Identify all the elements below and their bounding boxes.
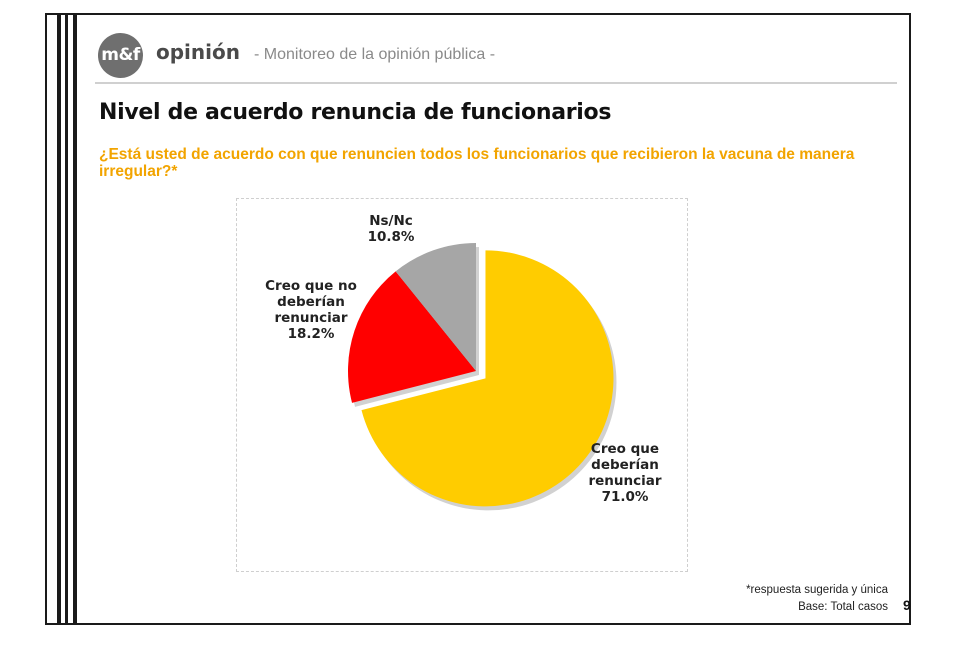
slice-ns-nc	[395, 243, 476, 371]
page-title: Nivel de acuerdo renuncia de funcionario…	[99, 100, 612, 125]
base-note: Base: Total casos	[798, 601, 888, 613]
survey-question: ¿Está usted de acuerdo con que renuncien…	[99, 146, 855, 180]
slice-label-line: deberían	[591, 457, 659, 473]
slice-label-line: 18.2%	[287, 326, 335, 342]
header-tagline: - Monitoreo de la opinión pública -	[254, 46, 496, 63]
left-border-bar	[57, 13, 61, 625]
slice-label-no-deberian-renunciar: Creo que no deberían renunciar 18.2%	[252, 278, 370, 342]
slice-label-line: deberían	[277, 294, 345, 310]
slice-label-line: 10.8%	[367, 229, 415, 245]
slice-label-line: renunciar	[588, 473, 662, 489]
chart-frame	[236, 198, 688, 572]
slice-label-ns-nc: Ns/Nc 10.8%	[336, 213, 446, 245]
slice-label-line: 71.0%	[601, 489, 649, 505]
brand-logo: m&f	[98, 33, 143, 78]
page-number: 9	[903, 597, 911, 613]
left-border-bar	[65, 13, 68, 625]
header-divider	[95, 82, 897, 84]
slice-no-deberian-renunciar	[348, 271, 476, 403]
slice-label-line: renunciar	[274, 310, 348, 326]
slice-deberian-renunciar	[361, 250, 614, 507]
slice-label-line: Creo que	[590, 441, 660, 457]
brand-name: opinión	[156, 40, 240, 64]
slice-label-line: Creo que no	[265, 278, 357, 294]
slice-label-deberian-renunciar: Creo que deberían renunciar 71.0%	[566, 441, 684, 505]
footnote: *respuesta sugerida y única	[746, 584, 888, 596]
slide-frame	[45, 13, 911, 625]
left-border-bar	[73, 13, 77, 625]
slice-label-line: Ns/Nc	[369, 213, 413, 229]
